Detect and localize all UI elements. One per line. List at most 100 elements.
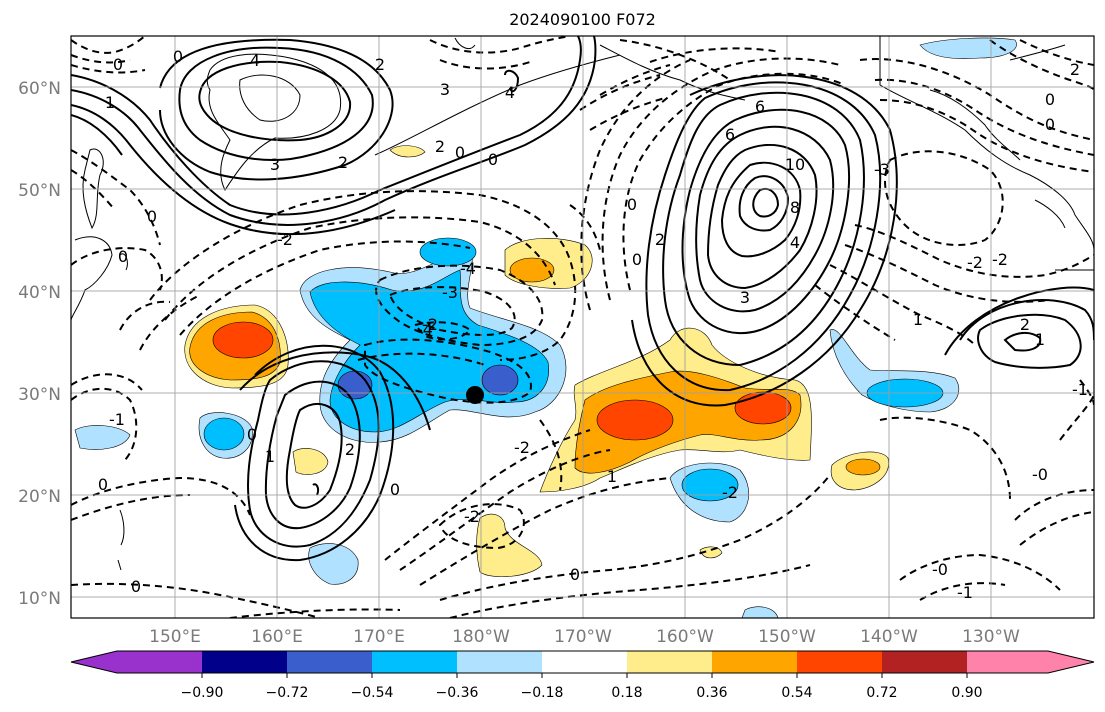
neg-anomaly-core-a <box>337 370 373 400</box>
neg-anomaly-small-north <box>419 237 477 267</box>
colorbar-segment <box>287 651 373 673</box>
contour-label: -2 <box>277 230 293 249</box>
contour-labels: 0 4 0 2 3 4 1 3 2 2 0 0 0 0 -2 -4 -3 -4 … <box>98 47 1088 602</box>
pos-anomaly-core-b <box>734 391 792 425</box>
contour-label: 0 <box>118 247 128 266</box>
contour-label: 1 <box>913 310 923 329</box>
contour-label: -2 <box>464 507 480 526</box>
contour-label: 4 <box>790 233 800 252</box>
contour-label: 0 <box>113 55 123 74</box>
lon-label-170w: 170°W <box>554 627 612 647</box>
colorbar-segment <box>457 651 543 673</box>
colorbar-segment <box>712 651 798 673</box>
contour-label: 3 <box>740 288 750 307</box>
lat-label-40n: 40°N <box>18 283 61 303</box>
pos-anomaly-south <box>476 513 543 577</box>
colorbar-tick-label: −0.72 <box>266 685 309 701</box>
contour-label: -2 <box>514 438 530 457</box>
lon-label-180w: 180°W <box>452 627 510 647</box>
contours-positive <box>71 36 1094 562</box>
contour-label: 10 <box>785 155 805 174</box>
contour-label: 0 <box>627 195 637 214</box>
contour-label: 2 <box>345 440 355 459</box>
colorbar-tick-label: 0.72 <box>866 685 897 701</box>
lon-label-150w: 150°W <box>758 627 816 647</box>
neg-anomaly-northeast <box>919 37 1017 59</box>
contour-label: 1 <box>105 93 115 112</box>
colorbar-segment <box>627 651 713 673</box>
contour-label: 2 <box>655 230 665 249</box>
contour-label: 3 <box>440 80 450 99</box>
colorbar-tick-label: −0.54 <box>351 685 394 701</box>
contour-label: -3 <box>442 283 458 302</box>
contour-label: -1 <box>1072 380 1088 399</box>
contour-label: -0 <box>1032 465 1048 484</box>
colorbar-segment <box>882 651 968 673</box>
contour-label: 0 <box>455 143 465 162</box>
colorbar-ticks <box>201 673 968 678</box>
contour-label: -4 <box>417 320 433 339</box>
colorbar-tick-label: 0.36 <box>696 685 727 701</box>
contour-label: 0 <box>247 425 257 444</box>
lon-label-160e: 160°E <box>251 627 303 647</box>
colorbar-tick-label: −0.18 <box>521 685 564 701</box>
colorbar-extend-low <box>71 651 117 673</box>
colorbar-segment <box>117 651 203 673</box>
contour-label: 2 <box>338 153 348 172</box>
lon-label-150e: 150°E <box>149 627 201 647</box>
contour-label: 0 <box>1045 90 1055 109</box>
coastlines <box>71 36 1094 571</box>
contour-label: -0 <box>932 560 948 579</box>
colorbar-segment <box>202 651 288 673</box>
contour-label: 0 <box>131 577 141 596</box>
pos-anomaly-core-a <box>596 399 674 441</box>
colorbar-tick-label: 0.54 <box>781 685 812 701</box>
contour-label: 0 <box>570 565 580 584</box>
lon-label-170e: 170°E <box>353 627 405 647</box>
lat-label-10n: 10°N <box>18 589 61 609</box>
lon-label-140w: 140°W <box>860 627 918 647</box>
colorbar-segment <box>797 651 883 673</box>
contour-label: 1 <box>607 467 617 486</box>
contour-label: 2 <box>1020 315 1030 334</box>
lon-label-160w: 160°W <box>656 627 714 647</box>
contour-label: 2 <box>435 137 445 156</box>
contour-label: 0 <box>147 207 157 226</box>
contour-label: 2 <box>1070 60 1080 79</box>
contour-label: 0 <box>390 480 400 499</box>
contour-label: -2 <box>992 250 1008 269</box>
colorbar-tick-label: −0.36 <box>436 685 479 701</box>
contour-label: 2 <box>375 55 385 74</box>
colorbar <box>70 650 1095 674</box>
contour-label: 3 <box>270 155 280 174</box>
longitude-labels: 150°E 160°E 170°E 180°W 170°W 160°W 150°… <box>149 627 1020 647</box>
colorbar-segment <box>542 651 628 673</box>
contour-label: 0 <box>632 250 642 269</box>
contour-label: -2 <box>722 483 738 502</box>
contour-label: -2 <box>422 315 438 334</box>
contour-label: 0 <box>1045 115 1055 134</box>
contour-label: 0 <box>488 150 498 169</box>
colorbar-segment <box>372 651 458 673</box>
contour-label: 1 <box>265 447 275 466</box>
contour-label: 6 <box>725 125 735 144</box>
contour-label: -4 <box>460 259 476 278</box>
neg-anomaly-core-b <box>481 364 519 396</box>
latitude-labels: 60°N 50°N 40°N 30°N 20°N 10°N <box>18 79 61 609</box>
colorbar-outline <box>70 650 1095 674</box>
contour-label: -1 <box>957 583 973 602</box>
map-title: 2024090100 F072 <box>509 10 656 29</box>
contour-label: 6 <box>755 97 765 116</box>
colorbar-segment <box>967 651 1048 673</box>
colorbar-extend-high <box>1048 651 1094 673</box>
contour-label: -3 <box>874 160 890 179</box>
storm-center-marker <box>466 386 484 404</box>
gridlines <box>71 36 1094 618</box>
contour-label: 4 <box>505 83 515 102</box>
lat-label-30n: 30°N <box>18 385 61 405</box>
contour-label: 4 <box>250 51 260 70</box>
contour-label: -2 <box>967 253 983 272</box>
lat-label-50n: 50°N <box>18 181 61 201</box>
map-frame <box>70 35 1095 619</box>
